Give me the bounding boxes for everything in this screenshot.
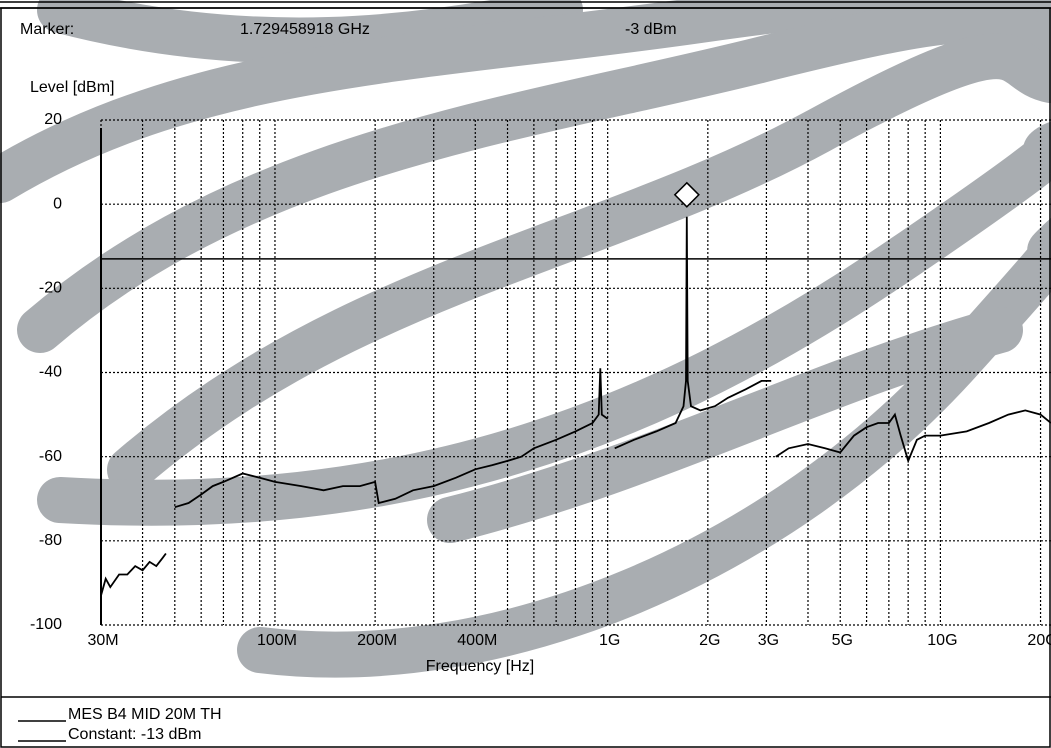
trace	[100, 552, 167, 596]
x-tick-label: 100M	[257, 632, 297, 649]
y-tick-label: -20	[39, 280, 62, 297]
x-tick-label: 1G	[599, 632, 620, 649]
marker-diamond	[673, 181, 700, 208]
y-tick-label: -60	[39, 448, 62, 465]
x-tick-label: 200M	[357, 632, 397, 649]
marker-label: Marker:	[20, 21, 74, 38]
x-tick-label: 2G	[699, 632, 720, 649]
marker-frequency: 1.729458918 GHz	[240, 21, 370, 38]
trace	[775, 409, 1051, 464]
x-axis-title: Frequency [Hz]	[426, 658, 534, 675]
x-tick-label: 30M	[87, 632, 118, 649]
screen-frame	[0, 7, 1051, 748]
legend-label: Constant: -13 dBm	[68, 726, 201, 743]
y-axis-title: Level [dBm]	[30, 79, 114, 96]
y-tick-label: -80	[39, 532, 62, 549]
y-tick-label: -40	[39, 364, 62, 381]
x-tick-label: 10G	[927, 632, 957, 649]
background-swirls	[0, 0, 1051, 678]
y-tick-label: 20	[44, 111, 62, 128]
x-tick-label: 3G	[758, 632, 779, 649]
trace	[614, 216, 772, 450]
x-tick-label: 20G	[1027, 632, 1051, 649]
x-tick-label: 400M	[457, 632, 497, 649]
marker-level: -3 dBm	[625, 21, 677, 38]
legend-label: MES B4 MID 20M TH	[68, 706, 222, 723]
trace	[174, 368, 609, 509]
x-tick-label: 5G	[832, 632, 853, 649]
y-tick-label: -100	[30, 616, 62, 633]
y-tick-label: 0	[53, 195, 62, 212]
